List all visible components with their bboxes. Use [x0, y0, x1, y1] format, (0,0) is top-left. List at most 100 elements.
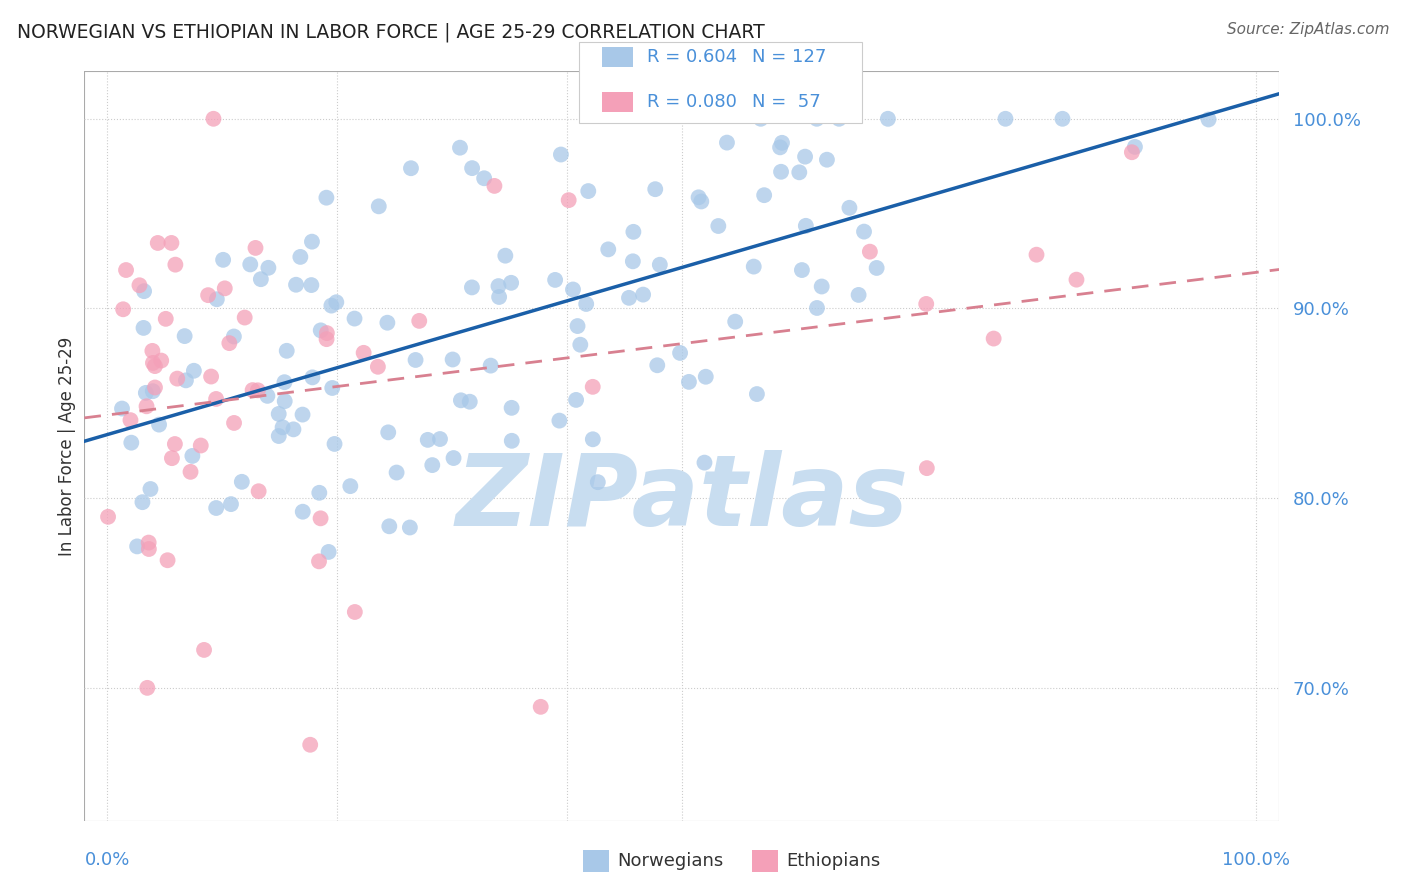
Point	[859, 244, 882, 259]
Text: ZIPatlas: ZIPatlas	[456, 450, 908, 547]
Text: 0.0%: 0.0%	[84, 851, 129, 869]
Point	[174, 373, 197, 387]
Point	[197, 288, 219, 302]
Point	[111, 401, 134, 416]
Point	[141, 343, 163, 358]
Text: R = 0.080: R = 0.080	[647, 93, 737, 111]
Point	[132, 284, 155, 298]
Point	[806, 301, 828, 315]
Text: N =  57: N = 57	[752, 93, 821, 111]
Point	[247, 484, 270, 499]
Point	[160, 451, 183, 466]
Point	[399, 520, 422, 534]
Point	[301, 235, 323, 249]
Point	[557, 193, 579, 207]
Point	[983, 332, 1005, 346]
Point	[582, 380, 605, 394]
Point	[120, 435, 142, 450]
Point	[299, 738, 322, 752]
Point	[163, 437, 186, 451]
Point	[291, 505, 314, 519]
Point	[449, 141, 471, 155]
Point	[271, 420, 294, 434]
Point	[754, 188, 776, 202]
Point	[180, 465, 202, 479]
Point	[1121, 145, 1143, 160]
Point	[138, 541, 160, 556]
Point	[290, 250, 312, 264]
Point	[631, 287, 654, 301]
Point	[323, 437, 346, 451]
Point	[353, 346, 375, 360]
Point	[644, 182, 666, 196]
Point	[173, 329, 195, 343]
Point	[315, 191, 337, 205]
Point	[582, 432, 605, 446]
Point	[343, 605, 366, 619]
Point	[97, 509, 120, 524]
Text: Source: ZipAtlas.com: Source: ZipAtlas.com	[1226, 22, 1389, 37]
Point	[166, 371, 188, 385]
Point	[135, 399, 157, 413]
Point	[367, 359, 389, 374]
Point	[769, 140, 792, 154]
Point	[544, 273, 567, 287]
Y-axis label: In Labor Force | Age 25-29: In Labor Force | Age 25-29	[58, 336, 76, 556]
Point	[787, 165, 810, 179]
Point	[848, 288, 870, 302]
Point	[690, 194, 713, 209]
Point	[150, 353, 173, 368]
Point	[343, 311, 366, 326]
Point	[156, 553, 179, 567]
Point	[315, 326, 337, 340]
Point	[267, 429, 290, 443]
Point	[707, 219, 730, 233]
Point	[200, 369, 222, 384]
Point	[321, 381, 343, 395]
Point	[458, 394, 481, 409]
Point	[621, 254, 644, 268]
Point	[245, 241, 267, 255]
Text: Ethiopians: Ethiopians	[786, 852, 880, 871]
Point	[142, 384, 165, 399]
Point	[853, 225, 876, 239]
Point	[745, 387, 768, 401]
Text: R = 0.604: R = 0.604	[647, 48, 737, 66]
Point	[1066, 273, 1088, 287]
Point	[688, 190, 710, 204]
Point	[749, 112, 772, 126]
Point	[494, 249, 516, 263]
Point	[915, 461, 938, 475]
Point	[315, 332, 337, 346]
Point	[202, 112, 225, 126]
Point	[1198, 112, 1220, 127]
Point	[806, 112, 828, 126]
Point	[770, 136, 793, 150]
Point	[132, 321, 155, 335]
Point	[135, 385, 157, 400]
Point	[222, 329, 245, 343]
Point	[165, 258, 187, 272]
Text: Norwegians: Norwegians	[617, 852, 724, 871]
Point	[339, 479, 361, 493]
Point	[190, 438, 212, 452]
Point	[461, 280, 484, 294]
Point	[246, 384, 269, 398]
Point	[285, 277, 308, 292]
Point	[239, 257, 262, 271]
Point	[205, 392, 228, 406]
Point	[146, 235, 169, 250]
Point	[405, 353, 427, 368]
Point	[790, 263, 813, 277]
Point	[214, 281, 236, 295]
Point	[273, 375, 295, 389]
Text: 100.0%: 100.0%	[1222, 851, 1291, 869]
Point	[678, 375, 700, 389]
Point	[377, 425, 399, 440]
Point	[112, 302, 135, 317]
Point	[420, 458, 443, 472]
Point	[994, 112, 1017, 126]
Point	[231, 475, 253, 489]
Point	[321, 299, 343, 313]
Point	[138, 535, 160, 549]
